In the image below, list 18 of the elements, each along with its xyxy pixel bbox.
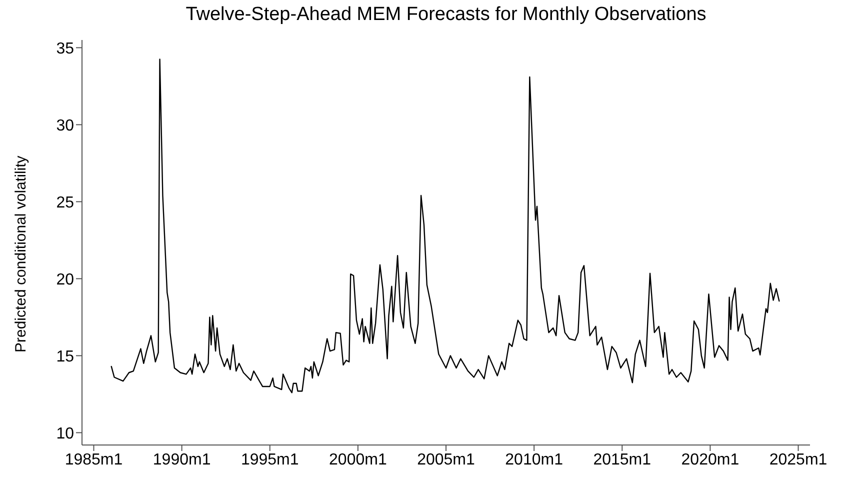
x-tick-label: 1990m1 [152,451,211,468]
x-tick-label: 2000m1 [329,451,387,468]
x-tick-label: 2005m1 [417,451,476,468]
y-tick-label: 25 [56,194,74,212]
chart-title: Twelve-Step-Ahead MEM Forecasts for Monthly Observations [184,4,708,26]
y-tick-label: 20 [56,271,74,288]
x-tick-label: 1995m1 [240,451,299,468]
y-tick-label: 30 [56,117,74,134]
y-tick-label: 35 [56,40,74,58]
x-tick-label: 2025m1 [769,451,828,468]
x-tick-label: 2010m1 [505,451,564,468]
line-series [110,58,780,394]
x-tick-label: 2015m1 [593,451,652,468]
x-tick-label: 2020m1 [681,451,740,468]
x-tick-label: 1985m1 [64,451,123,468]
y-tick-label: 10 [56,425,74,442]
y-tick-label: 15 [56,348,74,366]
y-axis-title: Predicted conditional volatility [12,155,30,352]
